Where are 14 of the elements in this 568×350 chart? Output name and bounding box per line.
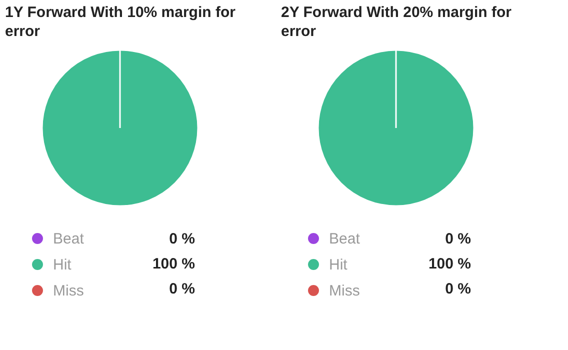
text: 0 % — [169, 230, 195, 248]
legend-label: Hit — [53, 256, 72, 274]
text: 0 % — [169, 280, 195, 298]
chart-title: 1Y Forward With 10% margin for error — [5, 4, 236, 40]
legend-label: Beat — [53, 230, 85, 248]
data-label: 100 % — [428, 256, 471, 272]
legend-label: Beat — [329, 230, 361, 248]
chart-title: 2Y Forward With 20% margin for error — [281, 4, 512, 40]
legend-label: Hit — [329, 256, 348, 274]
legend-label: Miss — [53, 282, 84, 300]
text: 0 % — [445, 230, 471, 248]
text: 0 % — [445, 280, 471, 298]
legend-label: Miss — [329, 282, 360, 300]
data-label: 100 % — [152, 256, 195, 272]
